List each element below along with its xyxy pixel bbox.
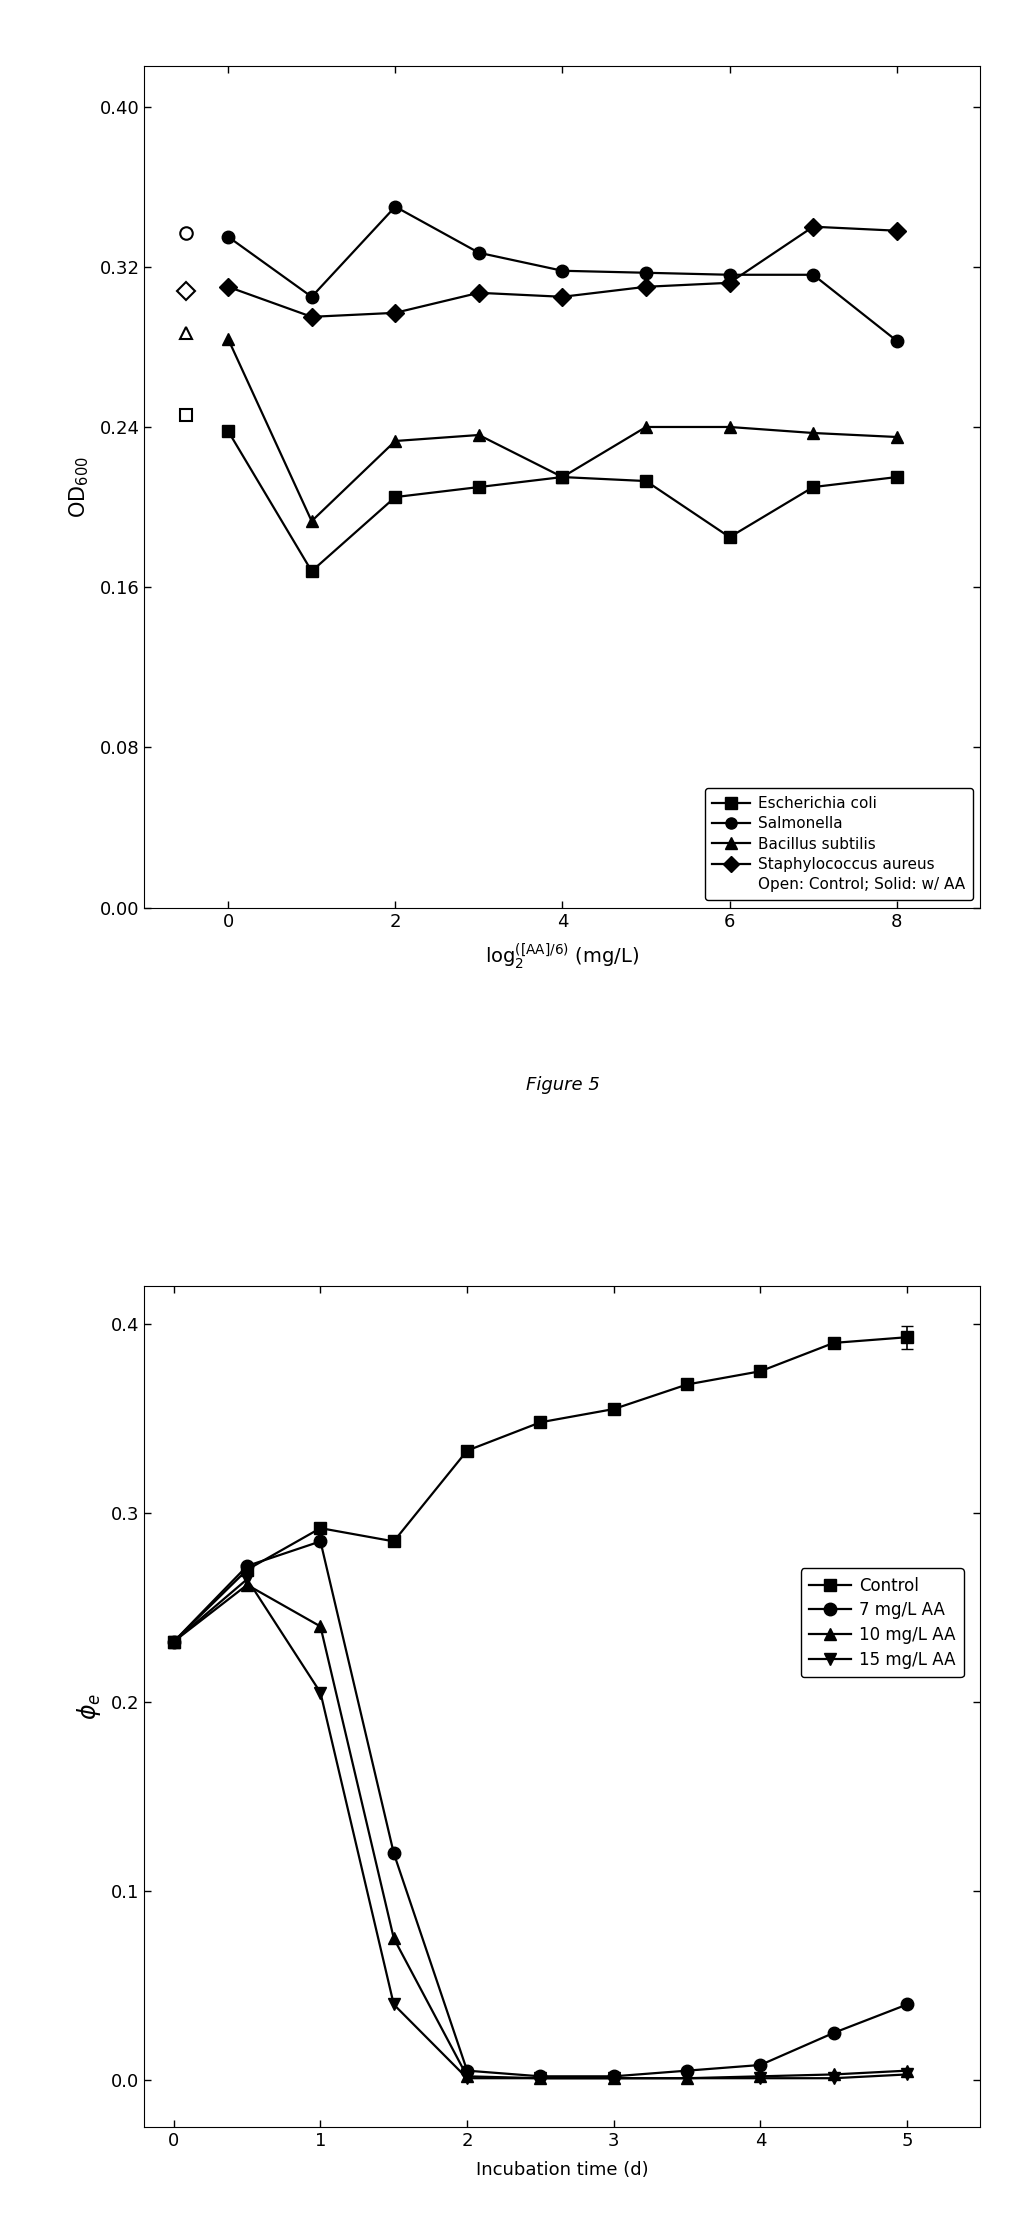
7 mg/L AA — [167, 1629, 180, 1655]
Legend: Escherichia coli, Salmonella, Bacillus subtilis, Staphylococcus aureus, Open: Co: Escherichia coli, Salmonella, Bacillus s… — [705, 789, 973, 900]
10 mg/L AA — [240, 1571, 253, 1598]
Line: 15 mg/L AA: 15 mg/L AA — [167, 1573, 913, 2085]
Control — [315, 1516, 327, 1542]
Y-axis label: OD$_{600}$: OD$_{600}$ — [68, 456, 91, 519]
Line: 7 mg/L AA: 7 mg/L AA — [167, 1536, 913, 2083]
Y-axis label: $\phi_e$: $\phi_e$ — [74, 1693, 103, 1720]
7 mg/L AA — [901, 1992, 913, 2019]
15 mg/L AA — [901, 2061, 913, 2087]
10 mg/L AA — [388, 1926, 400, 1952]
X-axis label: $\mathrm{log}_2^{\mathrm{([AA]/6)}}$ (mg/L): $\mathrm{log}_2^{\mathrm{([AA]/6)}}$ (mg… — [485, 942, 640, 971]
Control — [828, 1330, 840, 1356]
10 mg/L AA — [901, 2056, 913, 2083]
7 mg/L AA — [608, 2063, 620, 2090]
7 mg/L AA — [754, 2052, 767, 2079]
15 mg/L AA — [608, 2065, 620, 2092]
Control — [681, 1372, 694, 1398]
10 mg/L AA — [167, 1629, 180, 1655]
10 mg/L AA — [315, 1613, 327, 1640]
Control — [240, 1556, 253, 1582]
7 mg/L AA — [828, 2019, 840, 2045]
15 mg/L AA — [681, 2065, 694, 2092]
Control — [901, 1323, 913, 1350]
Legend: Control, 7 mg/L AA, 10 mg/L AA, 15 mg/L AA: Control, 7 mg/L AA, 10 mg/L AA, 15 mg/L … — [801, 1569, 964, 1678]
Line: Control: Control — [167, 1332, 913, 1649]
15 mg/L AA — [388, 1992, 400, 2019]
7 mg/L AA — [240, 1553, 253, 1580]
15 mg/L AA — [461, 2065, 474, 2092]
10 mg/L AA — [828, 2061, 840, 2087]
15 mg/L AA — [315, 1680, 327, 1706]
10 mg/L AA — [681, 2065, 694, 2092]
Control — [167, 1629, 180, 1655]
7 mg/L AA — [315, 1529, 327, 1556]
Control — [388, 1529, 400, 1556]
15 mg/L AA — [240, 1567, 253, 1593]
7 mg/L AA — [681, 2056, 694, 2083]
Control — [608, 1396, 620, 1423]
Text: Figure 5: Figure 5 — [525, 1077, 600, 1095]
15 mg/L AA — [535, 2065, 547, 2092]
7 mg/L AA — [535, 2063, 547, 2090]
7 mg/L AA — [388, 1839, 400, 1866]
10 mg/L AA — [754, 2063, 767, 2090]
15 mg/L AA — [754, 2065, 767, 2092]
10 mg/L AA — [535, 2065, 547, 2092]
Control — [461, 1438, 474, 1465]
10 mg/L AA — [608, 2065, 620, 2092]
15 mg/L AA — [828, 2065, 840, 2092]
7 mg/L AA — [461, 2056, 474, 2083]
X-axis label: Incubation time (d): Incubation time (d) — [476, 2161, 649, 2178]
Control — [535, 1409, 547, 1436]
15 mg/L AA — [167, 1629, 180, 1655]
Control — [754, 1358, 767, 1385]
10 mg/L AA — [461, 2063, 474, 2090]
Line: 10 mg/L AA: 10 mg/L AA — [167, 1578, 913, 2085]
